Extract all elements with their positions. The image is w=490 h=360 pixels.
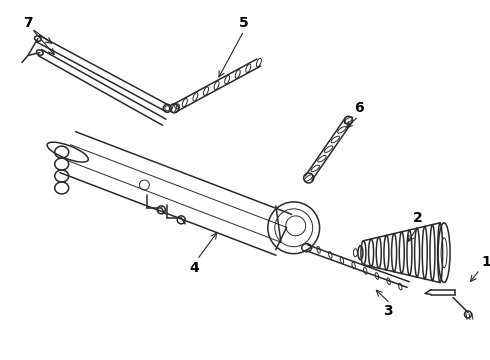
Text: 7: 7 (23, 16, 33, 30)
Text: 6: 6 (354, 101, 363, 115)
Text: 5: 5 (239, 16, 249, 30)
Text: 1: 1 (481, 255, 490, 269)
Text: 3: 3 (384, 305, 393, 319)
Text: 2: 2 (414, 211, 423, 225)
Text: 4: 4 (189, 261, 199, 275)
